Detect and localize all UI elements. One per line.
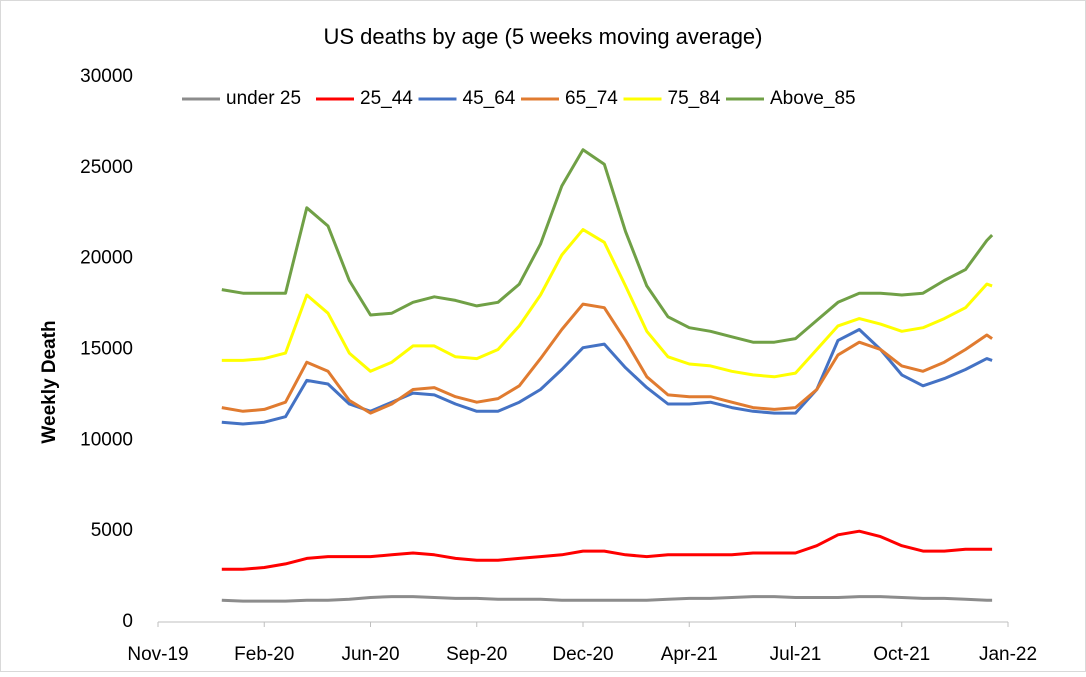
series-line [221, 595, 993, 603]
y-tick-label: 5000 [91, 520, 133, 541]
chart-title: US deaths by age (5 weeks moving average… [323, 24, 762, 49]
legend-label: 65_74 [565, 88, 618, 109]
y-tick-label: 0 [122, 611, 133, 632]
x-tick-label: Dec-20 [552, 644, 613, 665]
x-tick-label: Apr-21 [661, 644, 718, 665]
y-tick-label: 10000 [80, 429, 133, 450]
series-line [221, 529, 993, 571]
series-line [221, 328, 993, 426]
x-tick-label: Feb-20 [234, 644, 294, 665]
y-axis-label: Weekly Death [39, 320, 60, 443]
x-tick-label: Sep-20 [446, 644, 507, 665]
x-tick-label: Oct-21 [873, 644, 930, 665]
legend-label: Above_85 [770, 88, 856, 109]
legend-label: 75_84 [668, 88, 721, 109]
x-tick-label: Jul-21 [770, 644, 822, 665]
legend-label: 45_64 [463, 88, 516, 109]
y-tick-label: 15000 [80, 339, 133, 360]
legend-label: under 25 [226, 88, 301, 109]
series-line [221, 228, 993, 379]
x-tick-label: Jun-20 [341, 644, 399, 665]
y-tick-label: 25000 [80, 157, 133, 178]
series-line [221, 302, 993, 415]
legend-label: 25_44 [360, 88, 413, 109]
x-tick-label: Nov-19 [127, 644, 188, 665]
y-tick-label: 30000 [80, 66, 133, 87]
y-tick-label: 20000 [80, 248, 133, 269]
x-tick-label: Jan-22 [979, 644, 1037, 665]
series-line [221, 148, 994, 344]
